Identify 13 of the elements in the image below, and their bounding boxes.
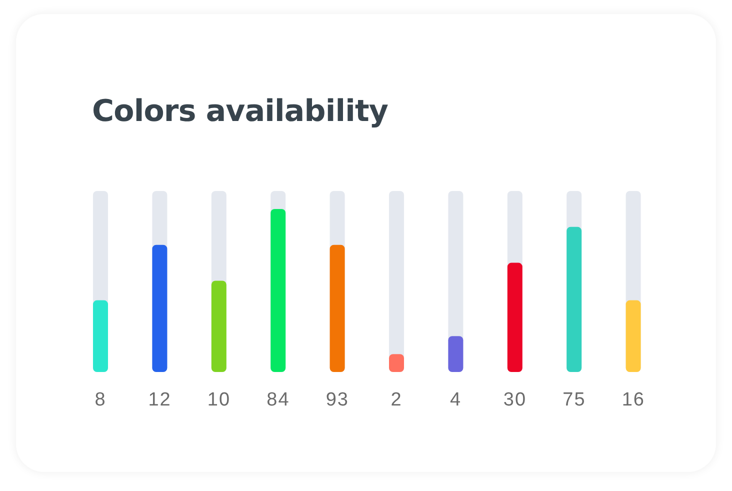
bar — [448, 336, 464, 372]
x-tick-label: 16 — [622, 389, 645, 410]
x-tick-label: 4 — [450, 389, 462, 410]
chart-title: Colors availability — [92, 94, 388, 129]
x-tick-label: 30 — [503, 389, 527, 410]
x-tick-label: 2 — [390, 389, 402, 410]
x-tick-label: 93 — [326, 389, 349, 410]
x-tick-label: 75 — [562, 389, 586, 410]
x-tick-label: 10 — [207, 389, 231, 410]
x-tick-label: 12 — [148, 389, 172, 410]
x-tick-label: 8 — [94, 389, 106, 410]
bar — [389, 354, 404, 372]
x-tick-label: 84 — [266, 389, 290, 410]
